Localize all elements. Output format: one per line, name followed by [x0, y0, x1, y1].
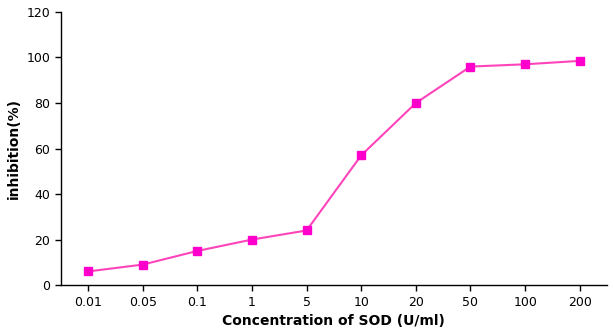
Y-axis label: inhibition(%): inhibition(%): [7, 98, 21, 199]
X-axis label: Concentration of SOD (U/ml): Concentration of SOD (U/ml): [222, 314, 445, 328]
